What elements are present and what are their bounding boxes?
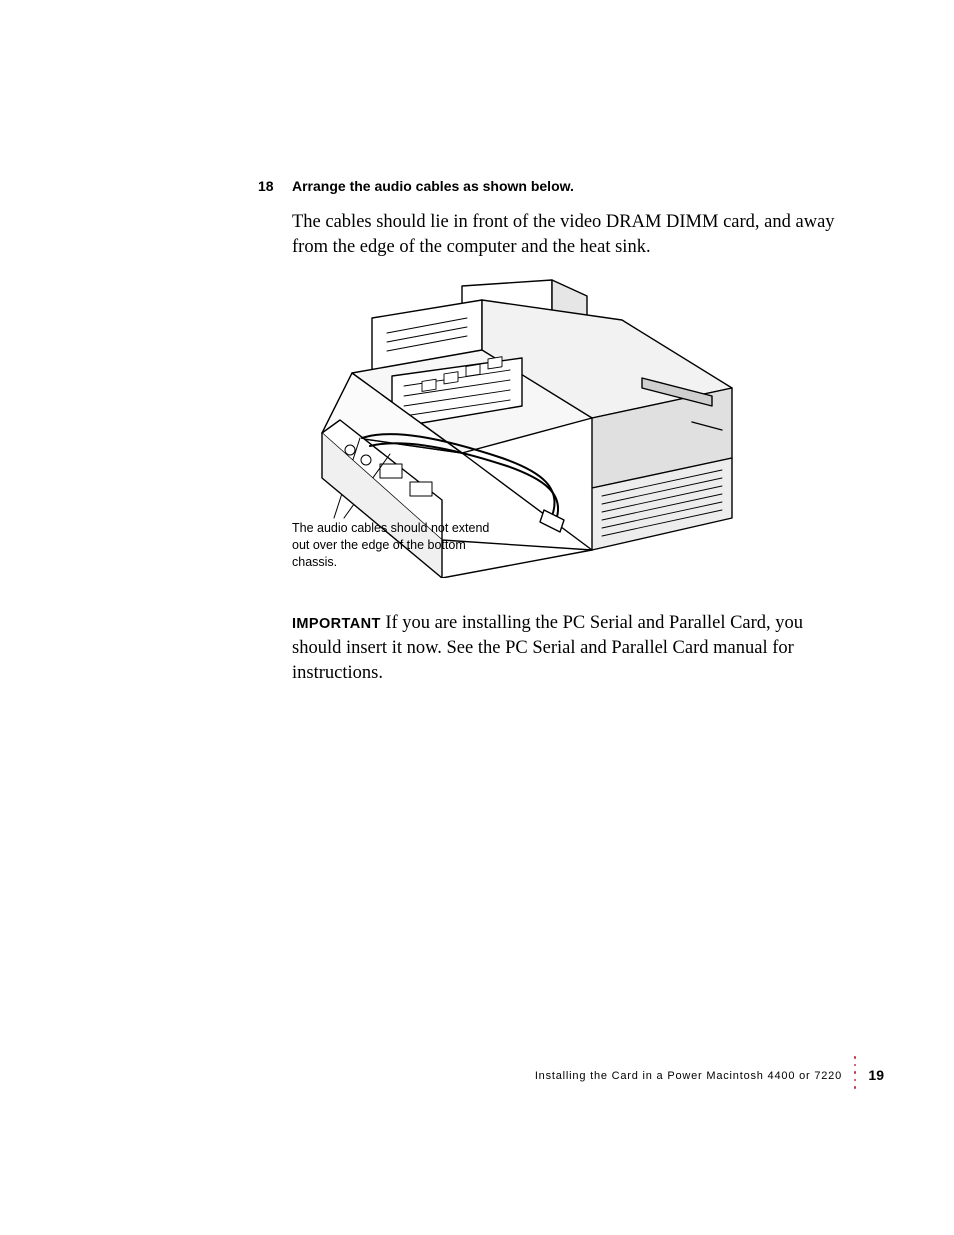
manual-page: 18 Arrange the audio cables as shown bel… xyxy=(0,0,954,1235)
step-number: 18 xyxy=(258,178,274,194)
important-label: IMPORTANT xyxy=(292,616,381,632)
dot-icon xyxy=(854,1064,857,1067)
footer-chapter-title: Installing the Card in a Power Macintosh… xyxy=(535,1070,842,1082)
dot-icon xyxy=(854,1071,857,1074)
footer-dots-icon xyxy=(854,1056,857,1089)
dot-icon xyxy=(854,1086,857,1089)
step-title: Arrange the audio cables as shown below. xyxy=(292,178,574,194)
diagram-caption: The audio cables should not extend out o… xyxy=(292,520,492,571)
body-paragraph: The cables should lie in front of the vi… xyxy=(292,210,847,260)
dot-icon xyxy=(854,1079,857,1082)
dot-icon xyxy=(854,1056,857,1059)
important-paragraph: IMPORTANT If you are installing the PC S… xyxy=(292,611,847,686)
footer-page-number: 19 xyxy=(868,1067,884,1083)
